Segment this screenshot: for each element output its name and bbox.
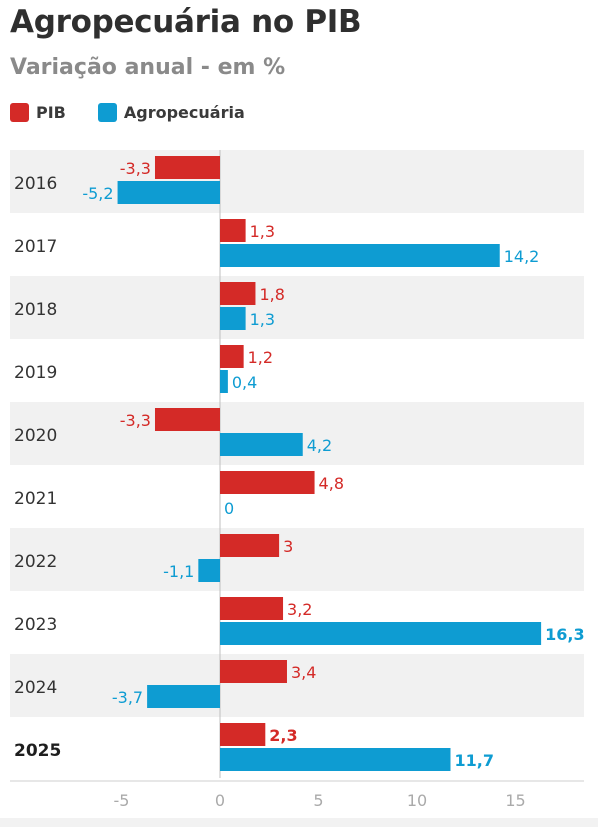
category-label-2020: 2020 (14, 426, 57, 446)
value-label-agropecuaria-2020: 4,2 (307, 436, 332, 455)
value-label-pib-2021: 4,8 (319, 474, 344, 493)
value-label-pib-2020: -3,3 (120, 411, 151, 430)
bar-agropecuaria-2016 (117, 181, 220, 204)
bar-pib-2025 (220, 723, 266, 746)
bar-agropecuaria-2025 (220, 748, 451, 771)
bar-agropecuaria-2017 (220, 244, 500, 267)
legend-label-agropecuaria: Agropecuária (123, 102, 245, 122)
value-label-pib-2022: 3 (283, 537, 293, 556)
row-band-2024 (10, 654, 584, 717)
bar-pib-2024 (220, 660, 287, 683)
bar-agropecuaria-2019 (220, 370, 228, 393)
bar-pib-2022 (220, 534, 280, 557)
bar-pib-2020 (154, 408, 220, 431)
category-label-2021: 2021 (14, 489, 57, 509)
category-label-2016: 2016 (14, 174, 57, 194)
bar-agropecuaria-2024 (147, 685, 220, 708)
value-label-agropecuaria-2017: 14,2 (504, 247, 540, 266)
category-label-2019: 2019 (14, 363, 57, 383)
value-label-agropecuaria-2018: 1,3 (250, 310, 275, 329)
row-band-2016 (10, 150, 584, 213)
category-label-2023: 2023 (14, 615, 57, 635)
bar-pib-2023 (220, 597, 284, 620)
category-label-2018: 2018 (14, 300, 57, 320)
category-label-2017: 2017 (14, 237, 57, 257)
value-label-pib-2025: 2,3 (269, 726, 297, 745)
row-band-2022 (10, 528, 584, 591)
bar-agropecuaria-2018 (220, 307, 246, 330)
x-tick-label: 5 (313, 791, 323, 810)
row-band-2018 (10, 276, 584, 339)
value-label-agropecuaria-2019: 0,4 (232, 373, 257, 392)
chart-subtitle: Variação anual - em % (10, 55, 286, 80)
x-tick-label: -5 (114, 791, 130, 810)
bar-pib-2017 (220, 219, 246, 242)
legend-label-pib: PIB (36, 102, 66, 122)
bar-agropecuaria-2023 (220, 622, 542, 645)
bottom-strip (0, 818, 598, 827)
legend-item-agropecuaria: Agropecuária (97, 102, 245, 122)
legend-swatch-pib (10, 102, 29, 122)
legend-swatch-agropecuaria (97, 102, 117, 122)
value-label-pib-2018: 1,8 (259, 285, 284, 304)
value-label-agropecuaria-2016: -5,2 (82, 184, 113, 203)
value-label-agropecuaria-2021: 0 (224, 499, 234, 518)
value-label-agropecuaria-2025: 11,7 (454, 751, 493, 770)
value-label-agropecuaria-2022: -1,1 (163, 562, 194, 581)
legend: PIB Agropecuária (10, 101, 277, 123)
row-band-2019 (10, 339, 584, 402)
bar-pib-2019 (220, 345, 244, 368)
value-label-agropecuaria-2023: 16,3 (545, 625, 584, 644)
bar-pib-2021 (220, 471, 315, 494)
value-label-agropecuaria-2024: -3,7 (112, 688, 143, 707)
x-tick-label: 10 (407, 791, 427, 810)
category-label-2025: 2025 (14, 741, 61, 761)
bar-pib-2016 (154, 156, 220, 179)
x-tick-label: 15 (505, 791, 525, 810)
value-label-pib-2016: -3,3 (120, 159, 151, 178)
bar-pib-2018 (220, 282, 256, 305)
category-label-2022: 2022 (14, 552, 57, 572)
bar-agropecuaria-2022 (198, 559, 220, 582)
value-label-pib-2019: 1,2 (248, 348, 273, 367)
chart-title: Agropecuária no PIB (10, 4, 362, 40)
bar-agropecuaria-2020 (220, 433, 303, 456)
value-label-pib-2017: 1,3 (250, 222, 275, 241)
legend-item-pib: PIB (10, 102, 66, 122)
x-tick-label: 0 (215, 791, 225, 810)
value-label-pib-2023: 3,2 (287, 600, 312, 619)
category-label-2024: 2024 (14, 678, 57, 698)
value-label-pib-2024: 3,4 (291, 663, 316, 682)
